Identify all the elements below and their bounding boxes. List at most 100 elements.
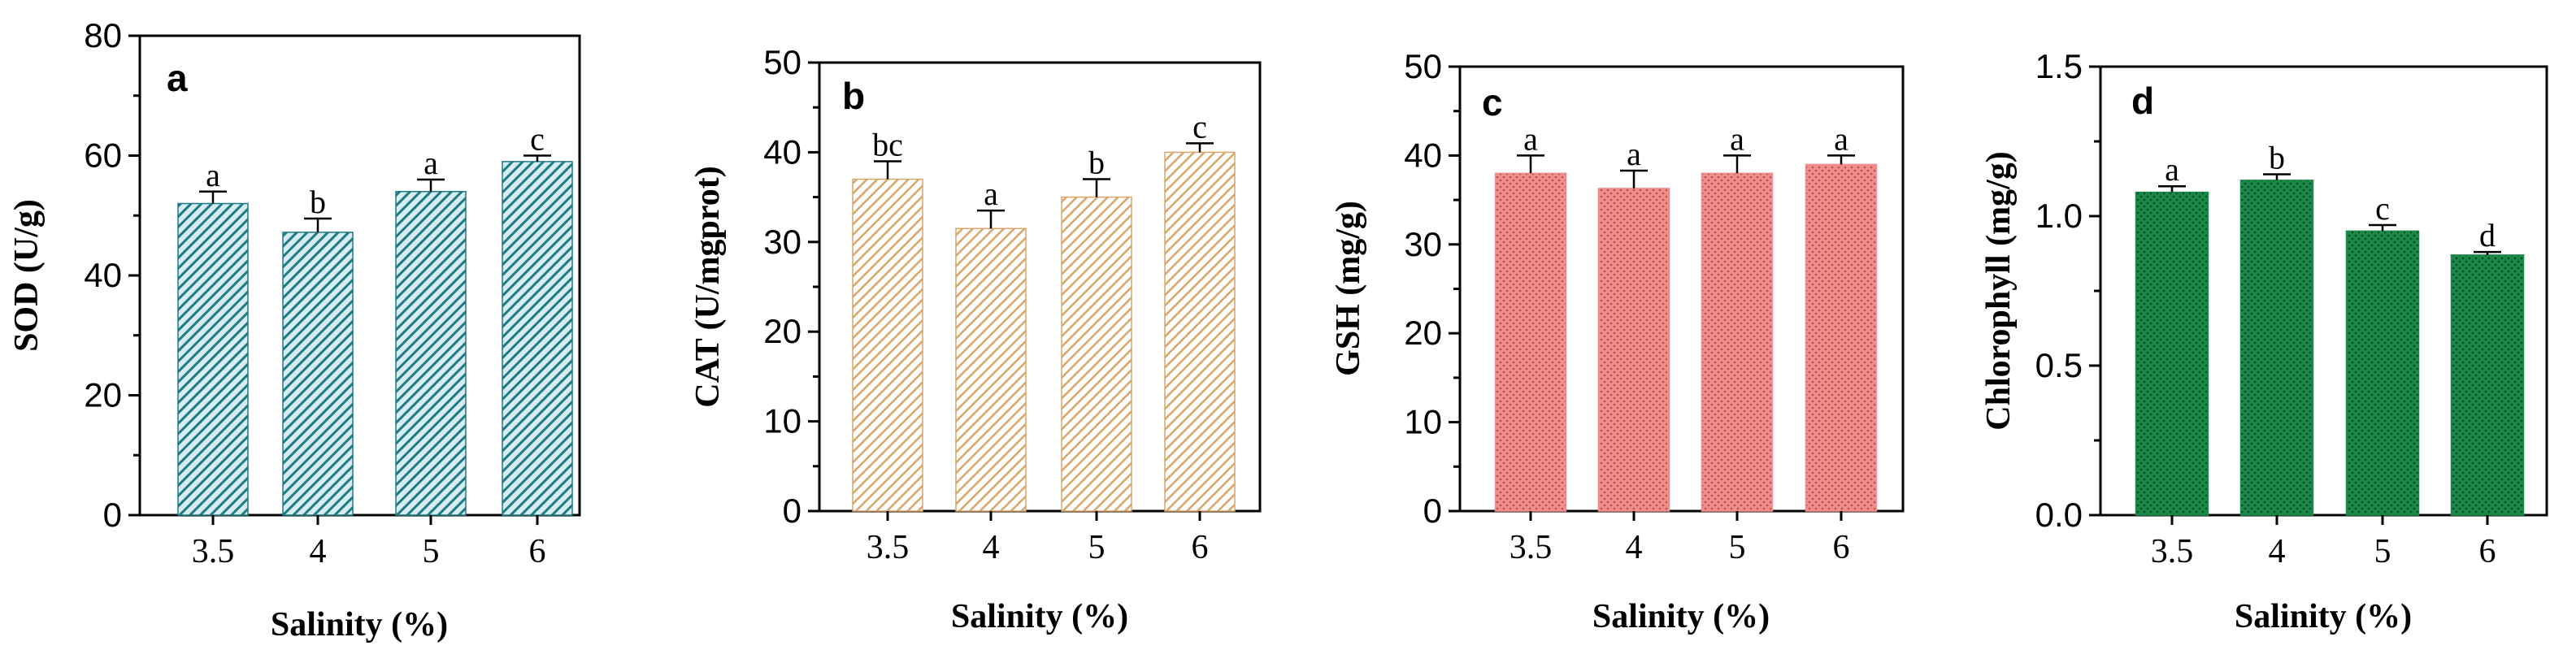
error-bar bbox=[1083, 178, 1110, 197]
error-bar bbox=[1186, 142, 1214, 153]
error-bar bbox=[1620, 169, 1648, 188]
x-axis-title: Salinity (%) bbox=[1592, 598, 1770, 635]
panel-letter: a bbox=[167, 57, 188, 99]
error-bar bbox=[304, 217, 332, 232]
x-tick-label: 4 bbox=[983, 529, 1000, 566]
y-axis-title: SOD (U/g) bbox=[8, 199, 46, 352]
significance-label: c bbox=[530, 121, 545, 158]
bar bbox=[1597, 188, 1670, 512]
y-tick-label: 20 bbox=[1404, 314, 1442, 352]
significance-label: b bbox=[2269, 139, 2285, 176]
error-bar bbox=[523, 154, 551, 162]
y-tick-label: 10 bbox=[1404, 403, 1442, 441]
bar bbox=[395, 191, 467, 516]
y-ticks: 0 20 40 60 80 bbox=[84, 16, 140, 534]
y-tick-label: 40 bbox=[84, 256, 122, 294]
x-tick-label: 4 bbox=[2269, 533, 2286, 570]
bar bbox=[502, 161, 573, 516]
error-bar bbox=[2263, 173, 2291, 180]
significance-label: a bbox=[424, 145, 438, 181]
y-tick-label: 0.0 bbox=[2035, 496, 2083, 534]
x-tick-label: 3.5 bbox=[867, 529, 910, 566]
y-tick-label: 50 bbox=[1404, 47, 1442, 85]
x-tick-label: 4 bbox=[1626, 529, 1643, 566]
x-tick-label: 6 bbox=[529, 533, 546, 570]
y-axis-title: CAT (U/mgprot) bbox=[689, 166, 727, 408]
significance-label: b bbox=[1088, 145, 1105, 181]
bar bbox=[852, 178, 923, 512]
y-tick-label: 0 bbox=[783, 492, 801, 530]
significance-label: a bbox=[2165, 151, 2179, 188]
bars: a 3.5 b 4 c 5 d 6 bbox=[2135, 139, 2525, 570]
significance-label: c bbox=[2375, 190, 2390, 227]
y-ticks: 0 10 20 30 40 50 bbox=[1404, 47, 1460, 530]
y-tick-label: 30 bbox=[763, 223, 801, 261]
bar bbox=[2135, 191, 2209, 516]
significance-label: d bbox=[2479, 217, 2496, 254]
x-tick-label: 3.5 bbox=[2151, 533, 2194, 570]
significance-label: c bbox=[1192, 108, 1207, 145]
x-axis-title: Salinity (%) bbox=[271, 606, 448, 644]
error-bar bbox=[2158, 184, 2186, 193]
significance-label: a bbox=[1523, 120, 1538, 157]
bars: a 3.5 a 4 a 5 a 6 bbox=[1494, 120, 1878, 566]
x-tick-label: 6 bbox=[1192, 529, 1209, 566]
bars: a 3.5 b 4 a 5 c 6 bbox=[177, 121, 573, 570]
panel-c: 0 10 20 30 40 50 a 3.5 a 4 a 5 a 6 c GSH (mg/g) Sali… bbox=[1330, 47, 1905, 635]
bar bbox=[2345, 230, 2420, 516]
y-axis-title: Chlorophyll (mg/g) bbox=[1980, 151, 2018, 430]
bar bbox=[1494, 172, 1567, 512]
x-tick-label: 5 bbox=[2374, 533, 2391, 570]
significance-label: a bbox=[1627, 136, 1641, 172]
panel-letter: c bbox=[1482, 81, 1503, 124]
error-bar bbox=[1723, 154, 1751, 174]
error-bar bbox=[199, 190, 227, 204]
bar bbox=[2239, 180, 2314, 516]
y-tick-label: 20 bbox=[84, 376, 122, 414]
error-bar bbox=[874, 160, 901, 180]
x-tick-label: 6 bbox=[2479, 533, 2496, 570]
significance-label: a bbox=[984, 176, 998, 212]
x-tick-label: 5 bbox=[1729, 529, 1746, 566]
bar bbox=[1061, 196, 1132, 512]
y-tick-label: 30 bbox=[1404, 225, 1442, 263]
y-tick-label: 1.5 bbox=[2035, 47, 2083, 85]
error-bar bbox=[2474, 250, 2501, 255]
x-tick-label: 5 bbox=[1088, 529, 1106, 566]
panel-b: 0 10 20 30 40 50 bc 3.5 a 4 b 5 c 6 b CAT (U/mgprot)… bbox=[689, 43, 1262, 635]
x-tick-label: 3.5 bbox=[1510, 529, 1553, 566]
y-tick-label: 60 bbox=[84, 136, 122, 175]
significance-label: b bbox=[310, 184, 326, 220]
x-tick-label: 3.5 bbox=[192, 533, 235, 570]
panel-d: 0.0 0.5 1.0 1.5 a 3.5 b 4 c 5 d 6 d Chlorophyll (m… bbox=[1980, 47, 2548, 635]
significance-label: a bbox=[1834, 120, 1848, 157]
bar bbox=[1701, 172, 1774, 512]
x-tick-label: 6 bbox=[1833, 529, 1850, 566]
y-tick-label: 0 bbox=[103, 496, 122, 534]
y-tick-label: 80 bbox=[84, 16, 122, 54]
y-tick-label: 20 bbox=[763, 312, 801, 350]
bars: bc 3.5 a 4 b 5 c 6 bbox=[852, 108, 1236, 566]
x-tick-label: 4 bbox=[310, 533, 327, 570]
bar bbox=[1805, 163, 1878, 512]
panel-letter: d bbox=[2131, 80, 2154, 122]
x-tick-label: 5 bbox=[423, 533, 440, 570]
bar bbox=[1164, 151, 1236, 512]
y-tick-label: 10 bbox=[763, 402, 801, 440]
error-bar bbox=[417, 178, 445, 192]
x-axis-title: Salinity (%) bbox=[951, 598, 1128, 635]
y-tick-label: 40 bbox=[763, 132, 801, 171]
y-tick-label: 1.0 bbox=[2035, 197, 2083, 235]
significance-label: a bbox=[1730, 120, 1744, 157]
y-ticks: 0.0 0.5 1.0 1.5 bbox=[2035, 47, 2100, 534]
error-bar bbox=[1827, 154, 1855, 165]
error-bar bbox=[2369, 223, 2396, 232]
bar bbox=[2450, 254, 2525, 516]
x-axis-title: Salinity (%) bbox=[2235, 598, 2412, 635]
panel-a: 0 20 40 60 80 a 3.5 b 4 a 5 c 6 a SOD (U/g) Salinit… bbox=[8, 16, 581, 644]
significance-label: a bbox=[206, 157, 220, 193]
y-tick-label: 0.5 bbox=[2035, 346, 2083, 384]
error-bar bbox=[1517, 154, 1544, 174]
bar bbox=[282, 232, 354, 516]
